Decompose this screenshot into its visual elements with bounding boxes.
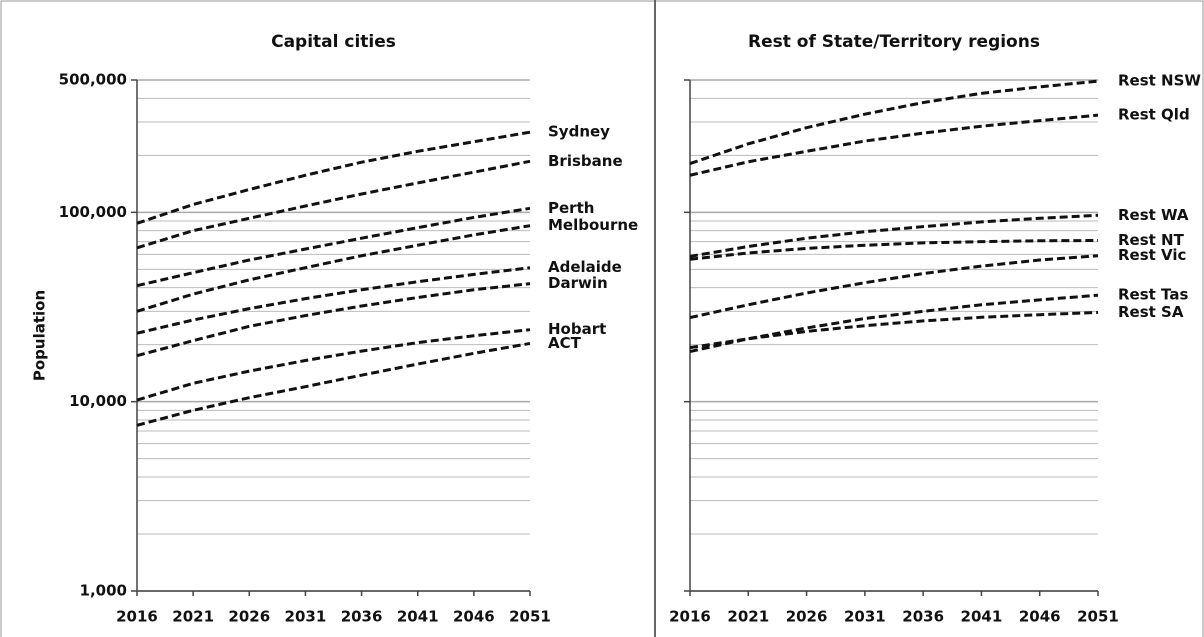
x-tick-label: 2036 [902, 608, 944, 626]
x-tick-label: 2051 [509, 608, 551, 626]
series-line [136, 266, 531, 335]
x-tick-label: 2021 [727, 608, 769, 626]
series-line [136, 206, 531, 288]
series-line [689, 79, 1099, 165]
series-line [689, 254, 1099, 320]
series-label: Adelaide [548, 258, 622, 276]
x-tick-label: 2041 [397, 608, 439, 626]
x-tick-label: 2026 [786, 608, 828, 626]
x-tick-label: 2051 [1077, 608, 1119, 626]
y-tick-label: 10,000 [69, 392, 127, 410]
series-line [136, 224, 531, 313]
series-line [136, 282, 531, 358]
y-axis-label: Population [31, 290, 49, 381]
x-tick-label: 2016 [669, 608, 711, 626]
x-tick-label: 2046 [453, 608, 495, 626]
y-tick-label: 500,000 [59, 71, 127, 89]
series-label: Rest NSW [1118, 72, 1201, 90]
series-label: Hobart [548, 320, 606, 338]
x-tick-label: 2046 [1019, 608, 1061, 626]
series-label: Sydney [548, 123, 610, 141]
series-label: Rest SA [1118, 303, 1184, 321]
x-tick-label: 2041 [961, 608, 1003, 626]
series-label: Rest WA [1118, 206, 1189, 224]
series-line [136, 130, 531, 225]
series-line [689, 238, 1099, 261]
y-tick-label: 100,000 [59, 203, 127, 221]
x-tick-label: 2031 [285, 608, 327, 626]
series-label: Brisbane [548, 152, 623, 170]
series-label: Perth [548, 199, 594, 217]
series-line [689, 113, 1099, 177]
x-tick-label: 2016 [116, 608, 158, 626]
series-label: ACT [548, 334, 582, 352]
series-line [136, 341, 531, 427]
chart-title: Capital cities [271, 32, 396, 52]
x-tick-label: 2036 [341, 608, 383, 626]
series-line [689, 293, 1099, 353]
series-label: Rest NT [1118, 231, 1185, 249]
series-label: Darwin [548, 274, 608, 292]
series-line [689, 310, 1099, 350]
series-line [689, 213, 1099, 258]
series-label: Rest Qld [1118, 106, 1190, 124]
x-tick-label: 2026 [228, 608, 270, 626]
series-label: Rest Vic [1118, 246, 1186, 264]
series-label: Rest Tas [1118, 286, 1188, 304]
x-tick-label: 2031 [844, 608, 886, 626]
series-label: Melbourne [548, 216, 638, 234]
y-tick-label: 1,000 [80, 582, 127, 600]
chart-title: Rest of State/Territory regions [748, 32, 1040, 52]
x-tick-label: 2021 [172, 608, 214, 626]
